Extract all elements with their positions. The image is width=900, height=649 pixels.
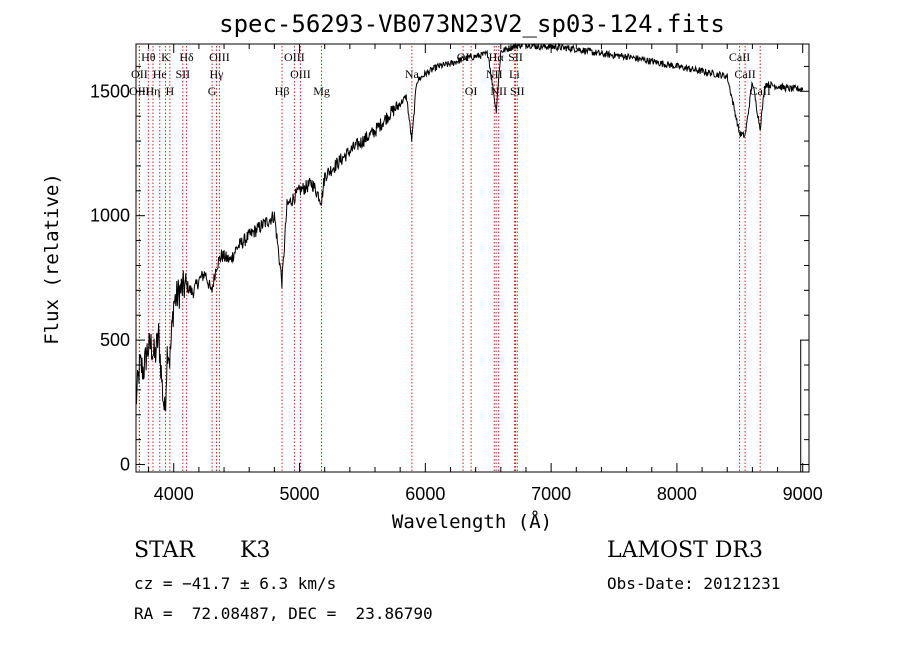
flux-line bbox=[135, 42, 804, 412]
plot-frame bbox=[135, 43, 810, 473]
y-axis-label: Flux (relative) bbox=[41, 173, 63, 345]
x-tick-label: 4000 bbox=[154, 484, 194, 504]
coordinates-text: RA = 72.08487, DEC = 23.86790 bbox=[134, 604, 433, 623]
spectral-line-label: SII bbox=[508, 50, 523, 64]
y-tick-label: 1500 bbox=[90, 81, 130, 101]
spectral-line-label: Hη bbox=[146, 84, 161, 98]
spectral-line-label: SII bbox=[175, 67, 190, 81]
spectral-line-label: NII bbox=[486, 67, 503, 81]
spectral-line-label: CaII bbox=[729, 50, 750, 64]
object-subclass: K3 bbox=[240, 538, 271, 563]
spectral-line-label: OI bbox=[465, 84, 478, 98]
spectral-line-label: OII bbox=[131, 67, 148, 81]
y-axis: 0 500 1000 1500 bbox=[90, 65, 809, 475]
spectral-line-label: He bbox=[153, 67, 167, 81]
x-axis: 4000 5000 6000 7000 8000 9000 bbox=[148, 44, 823, 504]
redshift-text: cz = −41.7 ± 6.3 km/s bbox=[134, 574, 337, 593]
spectral-line-label: Hδ bbox=[179, 50, 194, 64]
spectral-line-label: OIII bbox=[290, 67, 311, 81]
x-tick-label: 7000 bbox=[531, 484, 571, 504]
survey-name: LAMOST DR3 bbox=[607, 538, 763, 563]
spectral-line-label: Hγ bbox=[210, 67, 225, 81]
x-tick-label: 5000 bbox=[280, 484, 320, 504]
object-class: STAR bbox=[134, 538, 195, 563]
y-tick-label: 1000 bbox=[90, 206, 130, 226]
spectral-line-label: G bbox=[208, 84, 217, 98]
spectral-line-label: Mg bbox=[313, 84, 330, 98]
spectral-line-label: OIII bbox=[284, 50, 305, 64]
spectral-line-label: Li bbox=[509, 67, 520, 81]
spectral-line-label: SII bbox=[510, 84, 525, 98]
spectral-line-label: CaII bbox=[734, 67, 755, 81]
x-tick-label: 6000 bbox=[405, 484, 445, 504]
spectral-line-label: NII bbox=[490, 84, 507, 98]
spectral-line-markers bbox=[138, 46, 761, 472]
spectral-line-label: H bbox=[166, 84, 175, 98]
chart-title: spec-56293-VB073N23V2_sp03-124.fits bbox=[219, 10, 725, 38]
x-tick-label: 8000 bbox=[657, 484, 697, 504]
spectral-line-label: Hβ bbox=[275, 84, 290, 98]
x-axis-label: Wavelength (Å) bbox=[392, 510, 552, 533]
spectral-line-label: K bbox=[161, 50, 170, 64]
obs-date-text: Obs-Date: 20121231 bbox=[607, 574, 781, 593]
spectral-line-label: Hθ bbox=[141, 50, 156, 64]
spectral-line-label: Na bbox=[405, 67, 420, 81]
y-tick-label: 0 bbox=[120, 455, 130, 475]
y-tick-label: 500 bbox=[100, 330, 130, 350]
x-tick-label: 9000 bbox=[783, 484, 823, 504]
flux-series bbox=[135, 42, 804, 472]
spectral-line-label: OIII bbox=[209, 50, 230, 64]
